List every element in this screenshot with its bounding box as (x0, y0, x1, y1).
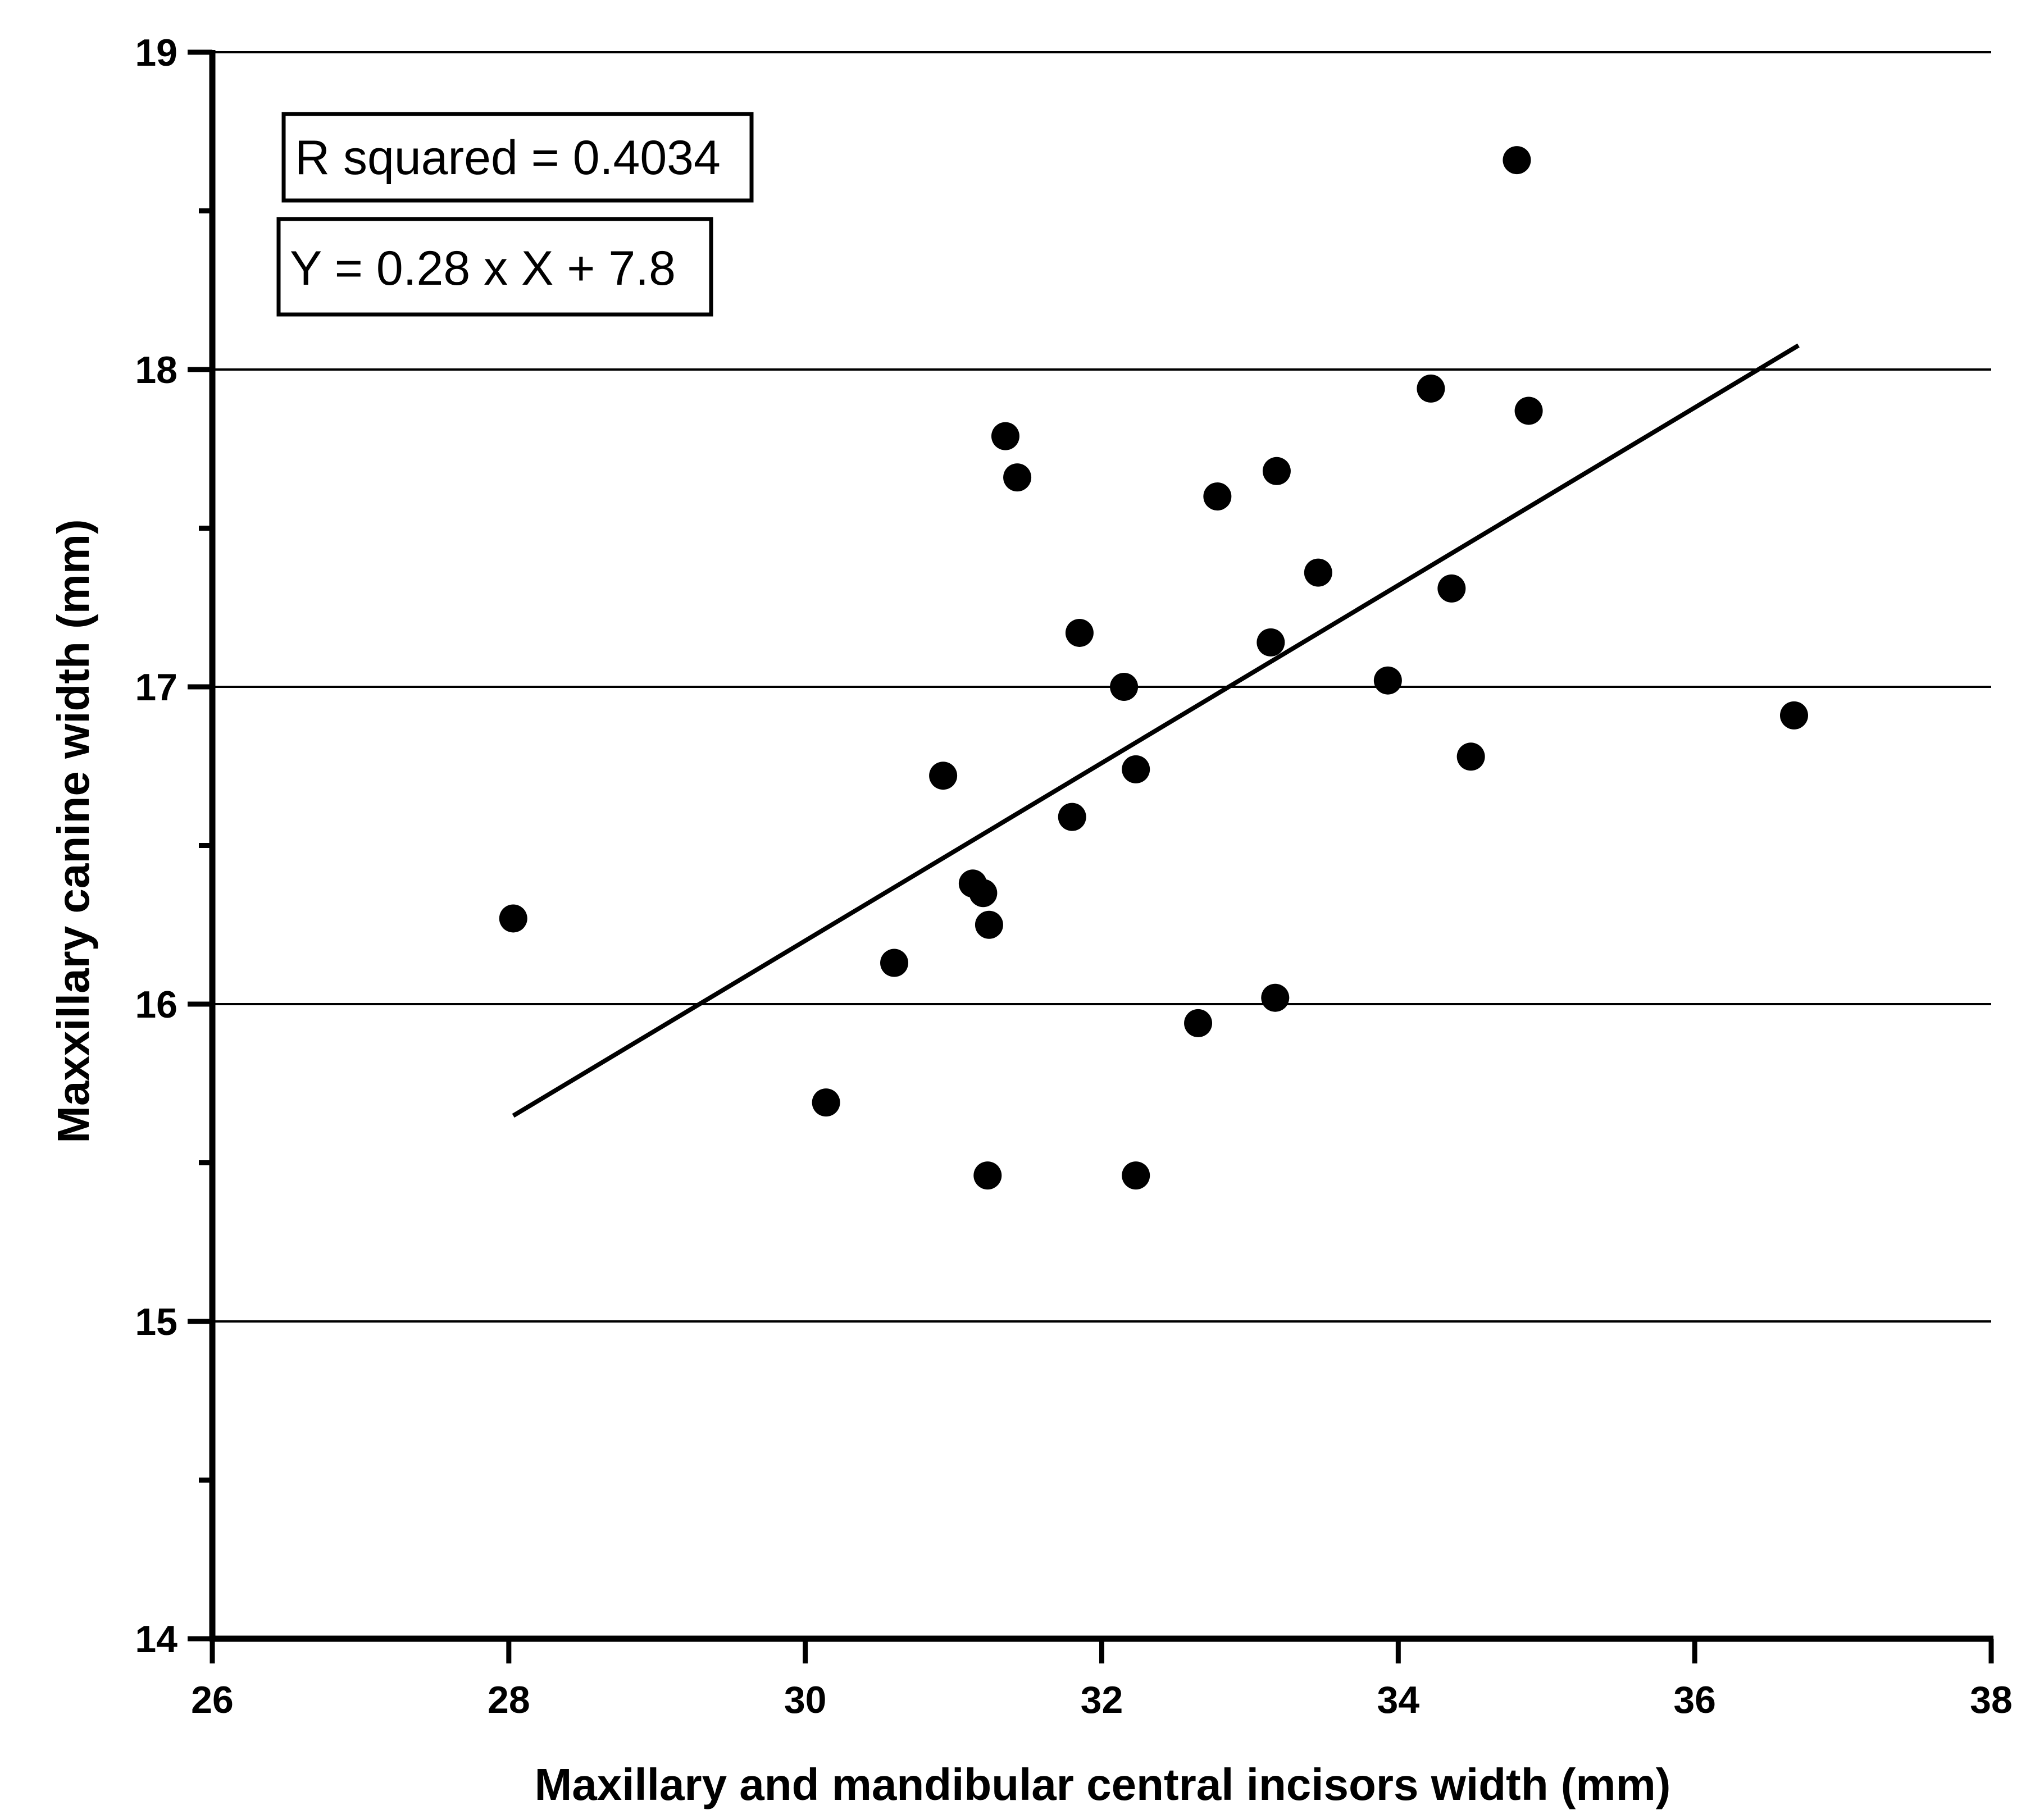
data-point-18 (1261, 983, 1290, 1012)
data-point-27 (1779, 701, 1808, 730)
data-point-19 (1262, 457, 1291, 485)
data-point-3 (929, 762, 958, 790)
regression-line (512, 343, 1800, 1118)
data-point-12 (1110, 673, 1139, 701)
x-tick-label-26: 26 (191, 1679, 234, 1721)
gridlines (212, 51, 1991, 1323)
y-axis-title: Maxxillary canine width (mm) (48, 519, 98, 1143)
data-points (499, 146, 1808, 1190)
annotation-r-squared-box (281, 112, 754, 203)
x-tick-label-38: 38 (1970, 1679, 2013, 1721)
annotation-r-squared: R squared = 0.4034 (281, 112, 754, 203)
data-point-0 (499, 904, 527, 933)
data-point-25 (1503, 146, 1531, 175)
y-tick-label-15: 15 (135, 1301, 177, 1343)
y-tick-label-18: 18 (135, 349, 177, 391)
data-point-15 (1184, 1009, 1213, 1037)
annotation-equation-box (276, 217, 713, 317)
data-point-6 (975, 910, 1003, 939)
data-point-20 (1304, 558, 1332, 587)
data-point-10 (1058, 803, 1086, 831)
data-point-17 (1257, 628, 1285, 657)
x-tick-label-28: 28 (488, 1679, 530, 1721)
data-point-7 (973, 1161, 1002, 1190)
y-tick-label-16: 16 (135, 983, 177, 1026)
data-point-16 (1203, 482, 1232, 510)
data-point-5 (969, 879, 998, 908)
data-point-22 (1417, 374, 1445, 403)
data-point-23 (1437, 574, 1466, 603)
data-point-14 (1122, 1161, 1150, 1190)
axes (188, 49, 1994, 1663)
data-point-26 (1514, 396, 1543, 425)
annotation-equation: Y = 0.28 x X + 7.8 (276, 217, 713, 317)
tick-labels: 14 15 16 17 18 19 26 28 30 32 34 36 38 (135, 31, 2012, 1721)
data-point-2 (880, 949, 909, 977)
data-point-11 (1065, 618, 1094, 647)
data-point-21 (1373, 666, 1402, 695)
regression-line-group (512, 343, 1800, 1118)
y-tick-label-19: 19 (135, 31, 177, 74)
data-point-24 (1456, 742, 1485, 771)
data-point-1 (812, 1088, 840, 1117)
x-axis-title: Maxillary and mandibular central incisor… (535, 1759, 1671, 1809)
x-tick-label-34: 34 (1377, 1679, 1420, 1721)
data-point-13 (1122, 755, 1150, 783)
x-tick-label-30: 30 (784, 1679, 827, 1721)
x-tick-label-32: 32 (1081, 1679, 1123, 1721)
x-tick-label-36: 36 (1673, 1679, 1716, 1721)
annotation-r-squared-text: R squared = 0.4034 (295, 131, 721, 185)
data-point-9 (1003, 463, 1032, 492)
y-tick-label-14: 14 (135, 1618, 177, 1661)
data-point-8 (991, 422, 1019, 450)
y-tick-label-17: 17 (135, 666, 177, 709)
annotation-equation-text: Y = 0.28 x X + 7.8 (290, 241, 676, 295)
